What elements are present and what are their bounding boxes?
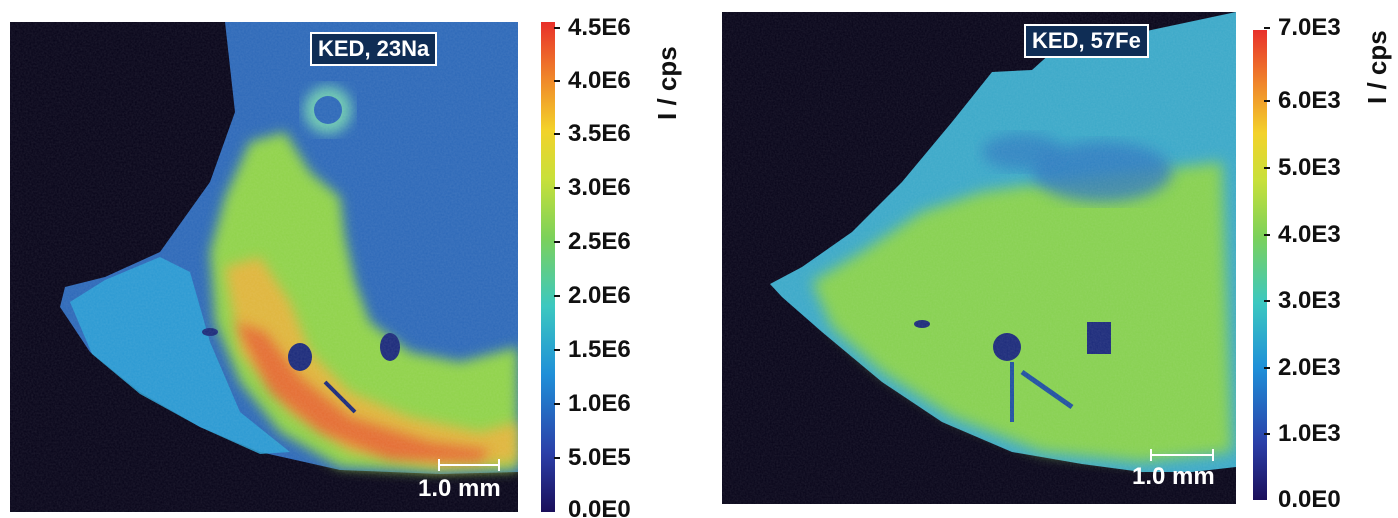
panel-na: KED, 23Na 1.0 mm 4.5E6 4.0E6 3.5E6 3.0E6… bbox=[10, 14, 682, 518]
fe-map-image bbox=[722, 12, 1236, 504]
fe-tick-0: 7.0E3 bbox=[1264, 14, 1341, 41]
na-tick-7: 1.0E6 bbox=[554, 390, 631, 417]
na-tick-3: 3.0E6 bbox=[554, 174, 631, 201]
na-scale-bar bbox=[438, 459, 500, 471]
na-tick-0: 4.5E6 bbox=[554, 14, 631, 41]
fe-tick-2: 5.0E3 bbox=[1264, 154, 1341, 181]
na-tick-5: 2.0E6 bbox=[554, 282, 631, 309]
fe-scale-label: 1.0 mm bbox=[1132, 463, 1215, 490]
fe-colorbar bbox=[1253, 30, 1267, 500]
fe-unit-label: I / cps bbox=[1362, 30, 1392, 104]
na-map-image bbox=[10, 22, 518, 512]
fe-intensity-map: KED, 57Fe 1.0 mm bbox=[722, 12, 1236, 504]
na-tick-2: 3.5E6 bbox=[554, 120, 631, 147]
na-tick-6: 1.5E6 bbox=[554, 336, 631, 363]
fe-scale-bar bbox=[1150, 449, 1214, 461]
fe-tick-6: 1.0E3 bbox=[1264, 420, 1341, 447]
fe-tick-1: 6.0E3 bbox=[1264, 87, 1341, 114]
na-colorbar bbox=[541, 22, 555, 512]
na-unit-label: I / cps bbox=[652, 46, 682, 120]
panel-fe: KED, 57Fe 1.0 mm 7.0E3 6.0E3 5.0E3 4.0E3… bbox=[700, 0, 1398, 518]
na-intensity-map: KED, 23Na 1.0 mm bbox=[10, 22, 518, 512]
fe-tick-3: 4.0E3 bbox=[1264, 221, 1341, 248]
fe-tick-7: 0.0E0 bbox=[1278, 488, 1341, 512]
na-panel-label: KED, 23Na bbox=[310, 32, 438, 66]
fe-panel-label: KED, 57Fe bbox=[1024, 24, 1149, 58]
fe-tick-4: 3.0E3 bbox=[1264, 287, 1341, 314]
na-tick-8: 5.0E5 bbox=[554, 444, 631, 471]
na-tick-9: 0.0E0 bbox=[568, 498, 631, 518]
na-scale-label: 1.0 mm bbox=[418, 475, 501, 502]
na-tick-4: 2.5E6 bbox=[554, 228, 631, 255]
na-tick-1: 4.0E6 bbox=[554, 67, 631, 94]
fe-tick-5: 2.0E3 bbox=[1264, 354, 1341, 381]
